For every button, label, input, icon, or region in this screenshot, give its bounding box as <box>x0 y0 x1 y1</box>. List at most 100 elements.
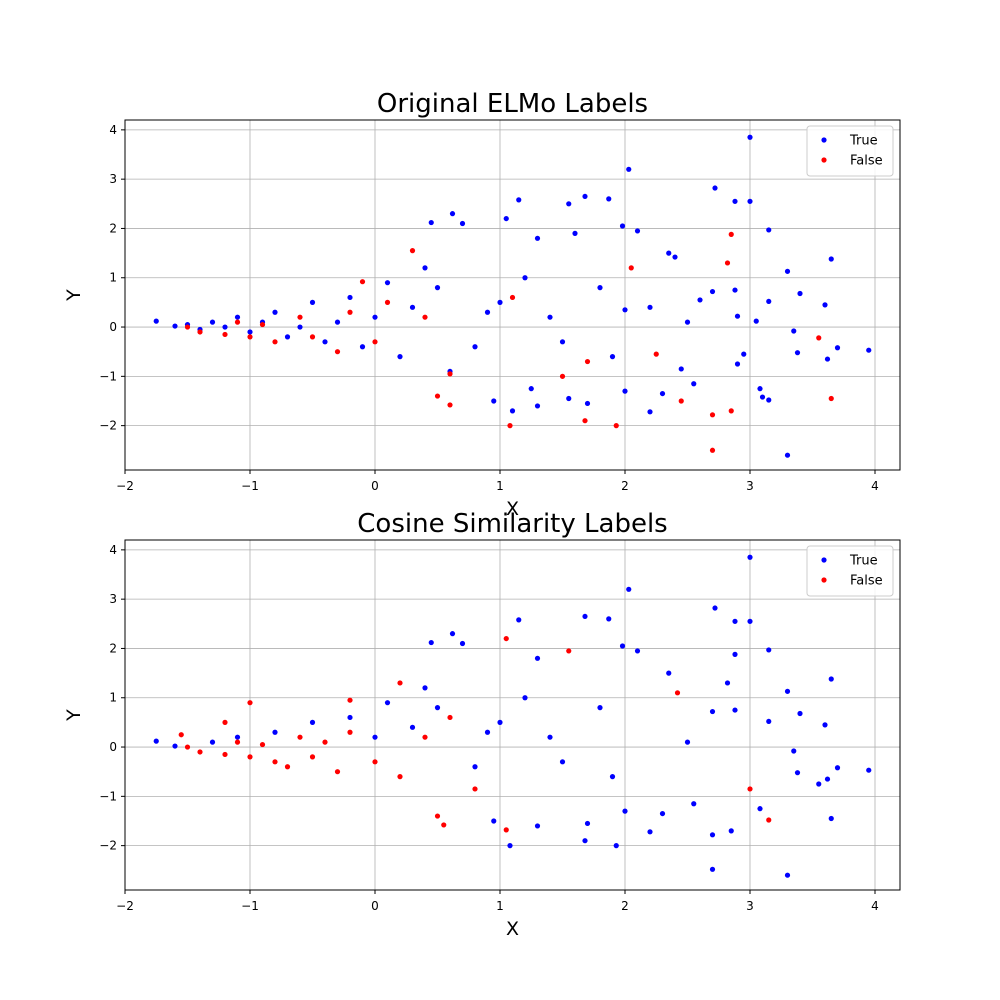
point-true <box>659 810 666 817</box>
point-true <box>619 223 626 229</box>
point-true <box>522 275 528 281</box>
point-true <box>572 230 578 236</box>
point-true <box>816 781 822 787</box>
chart-title: Original ELMo Labels <box>377 89 648 119</box>
point-true <box>606 616 612 622</box>
point-true <box>584 820 591 827</box>
point-true <box>766 298 772 305</box>
point-true <box>791 328 797 334</box>
point-true <box>724 680 731 686</box>
point-true <box>347 294 353 301</box>
point-true <box>534 235 541 241</box>
point-false <box>582 418 588 424</box>
point-true <box>309 719 316 725</box>
point-true <box>684 739 691 745</box>
point-true <box>784 688 791 694</box>
point-false <box>297 734 303 740</box>
point-true <box>247 329 253 335</box>
point-false <box>347 697 353 703</box>
point-false <box>309 754 316 760</box>
y-tick-label: 2 <box>109 641 117 655</box>
point-true <box>732 198 738 204</box>
point-false <box>222 751 228 758</box>
point-true <box>428 219 434 226</box>
point-true <box>741 351 747 357</box>
point-true <box>634 648 641 654</box>
point-false <box>441 822 447 828</box>
point-true <box>484 729 491 735</box>
y-tick-label: 3 <box>109 172 117 186</box>
point-true <box>209 319 216 325</box>
y-tick-label: 1 <box>109 271 117 285</box>
point-true <box>209 739 216 745</box>
point-false <box>409 248 416 254</box>
point-true <box>528 386 534 392</box>
point-false <box>422 314 428 320</box>
chart-title: Cosine Similarity Labels <box>357 509 667 539</box>
point-true <box>647 304 653 310</box>
point-true <box>684 319 691 325</box>
point-true <box>709 832 716 838</box>
legend: True False <box>806 545 894 597</box>
point-false <box>503 827 509 833</box>
point-false <box>359 279 366 285</box>
point-true <box>272 729 278 735</box>
point-false <box>334 769 341 775</box>
point-false <box>828 395 834 402</box>
point-true <box>822 722 828 728</box>
point-true <box>397 354 403 360</box>
point-true <box>503 215 509 222</box>
point-true <box>559 759 566 765</box>
point-true <box>678 366 684 372</box>
x-tick-label: −1 <box>241 899 259 913</box>
point-true <box>153 318 159 324</box>
point-true <box>619 643 626 649</box>
point-false <box>747 786 753 792</box>
point-true <box>794 770 801 776</box>
point-true <box>422 685 428 691</box>
point-true <box>709 288 716 295</box>
point-true <box>497 299 503 305</box>
point-true <box>422 265 428 271</box>
point-true <box>757 806 763 812</box>
point-true <box>516 197 522 203</box>
point-true <box>534 823 541 829</box>
x-tick-label: 0 <box>371 899 379 913</box>
point-true <box>284 334 291 340</box>
point-true <box>613 843 619 849</box>
point-false <box>674 690 681 696</box>
point-true <box>491 398 497 404</box>
point-false <box>347 729 353 735</box>
legend: True False <box>806 125 894 177</box>
point-false <box>234 739 241 745</box>
point-true <box>172 743 178 749</box>
point-true <box>691 381 697 387</box>
x-axis-label: X <box>506 918 519 940</box>
point-true <box>866 767 872 773</box>
point-true <box>797 710 803 717</box>
point-true <box>828 256 834 262</box>
point-true <box>709 708 716 715</box>
point-false <box>372 759 378 765</box>
y-tick-label: −2 <box>99 839 117 853</box>
point-true <box>759 394 766 400</box>
point-false <box>566 648 572 654</box>
point-false <box>816 335 822 341</box>
point-true <box>732 287 738 293</box>
point-true <box>822 302 828 308</box>
point-false <box>297 314 303 320</box>
point-false <box>678 398 684 404</box>
point-true <box>222 324 228 330</box>
point-false <box>472 786 478 792</box>
subplot-2: −2 −1 0 1 2 3 4 −2 −1 0 1 2 3 4 Cosine Similarity Labe… <box>63 509 901 940</box>
point-true <box>234 734 241 740</box>
point-true <box>866 347 872 353</box>
point-false <box>766 817 772 823</box>
point-true <box>309 299 316 305</box>
point-true <box>234 314 241 320</box>
y-tick-label: 2 <box>109 221 117 235</box>
point-true <box>359 344 366 350</box>
point-false <box>559 373 566 379</box>
point-false <box>259 741 266 748</box>
point-true <box>766 227 772 233</box>
